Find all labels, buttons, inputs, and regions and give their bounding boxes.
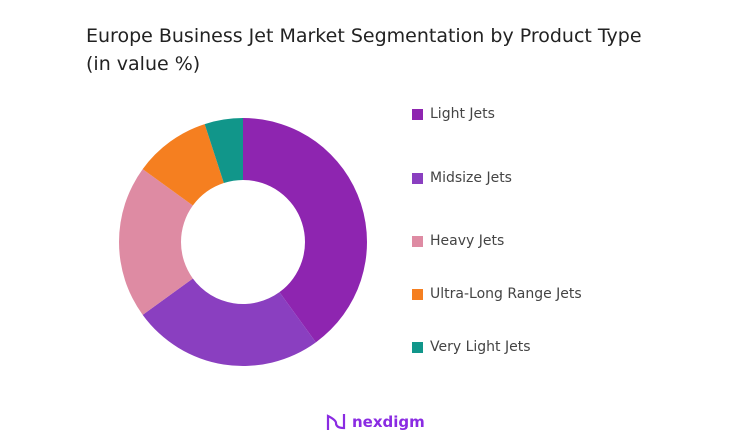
slice-ultra-long-range-jets — [142, 124, 224, 206]
brand-logo: nexdigm — [325, 412, 425, 432]
legend-label: Very Light Jets — [430, 339, 531, 355]
legend-label: Light Jets — [430, 106, 495, 122]
legend-item: Very Light Jets — [412, 339, 531, 355]
legend-label: Heavy Jets — [430, 233, 505, 249]
legend-label: Ultra-Long Range Jets — [430, 286, 582, 302]
legend-item: Midsize Jets — [412, 170, 512, 186]
slice-midsize-jets — [142, 278, 316, 366]
chart-title: Europe Business Jet Market Segmentation … — [86, 25, 642, 75]
legend-swatch — [412, 341, 423, 353]
nexdigm-logo-icon — [326, 414, 346, 430]
legend-label: Midsize Jets — [430, 170, 512, 186]
brand-name: nexdigm — [352, 413, 425, 431]
legend-swatch — [412, 288, 423, 300]
slice-heavy-jets — [119, 169, 193, 315]
legend-item: Ultra-Long Range Jets — [412, 286, 582, 302]
slice-light-jets — [243, 118, 368, 343]
legend-swatch — [412, 172, 423, 184]
legend-swatch — [412, 235, 423, 247]
legend-item: Heavy Jets — [412, 233, 504, 249]
slice-very-light-jets — [204, 118, 243, 184]
legend-swatch — [412, 108, 423, 120]
legend-item: Light Jets — [412, 106, 495, 122]
